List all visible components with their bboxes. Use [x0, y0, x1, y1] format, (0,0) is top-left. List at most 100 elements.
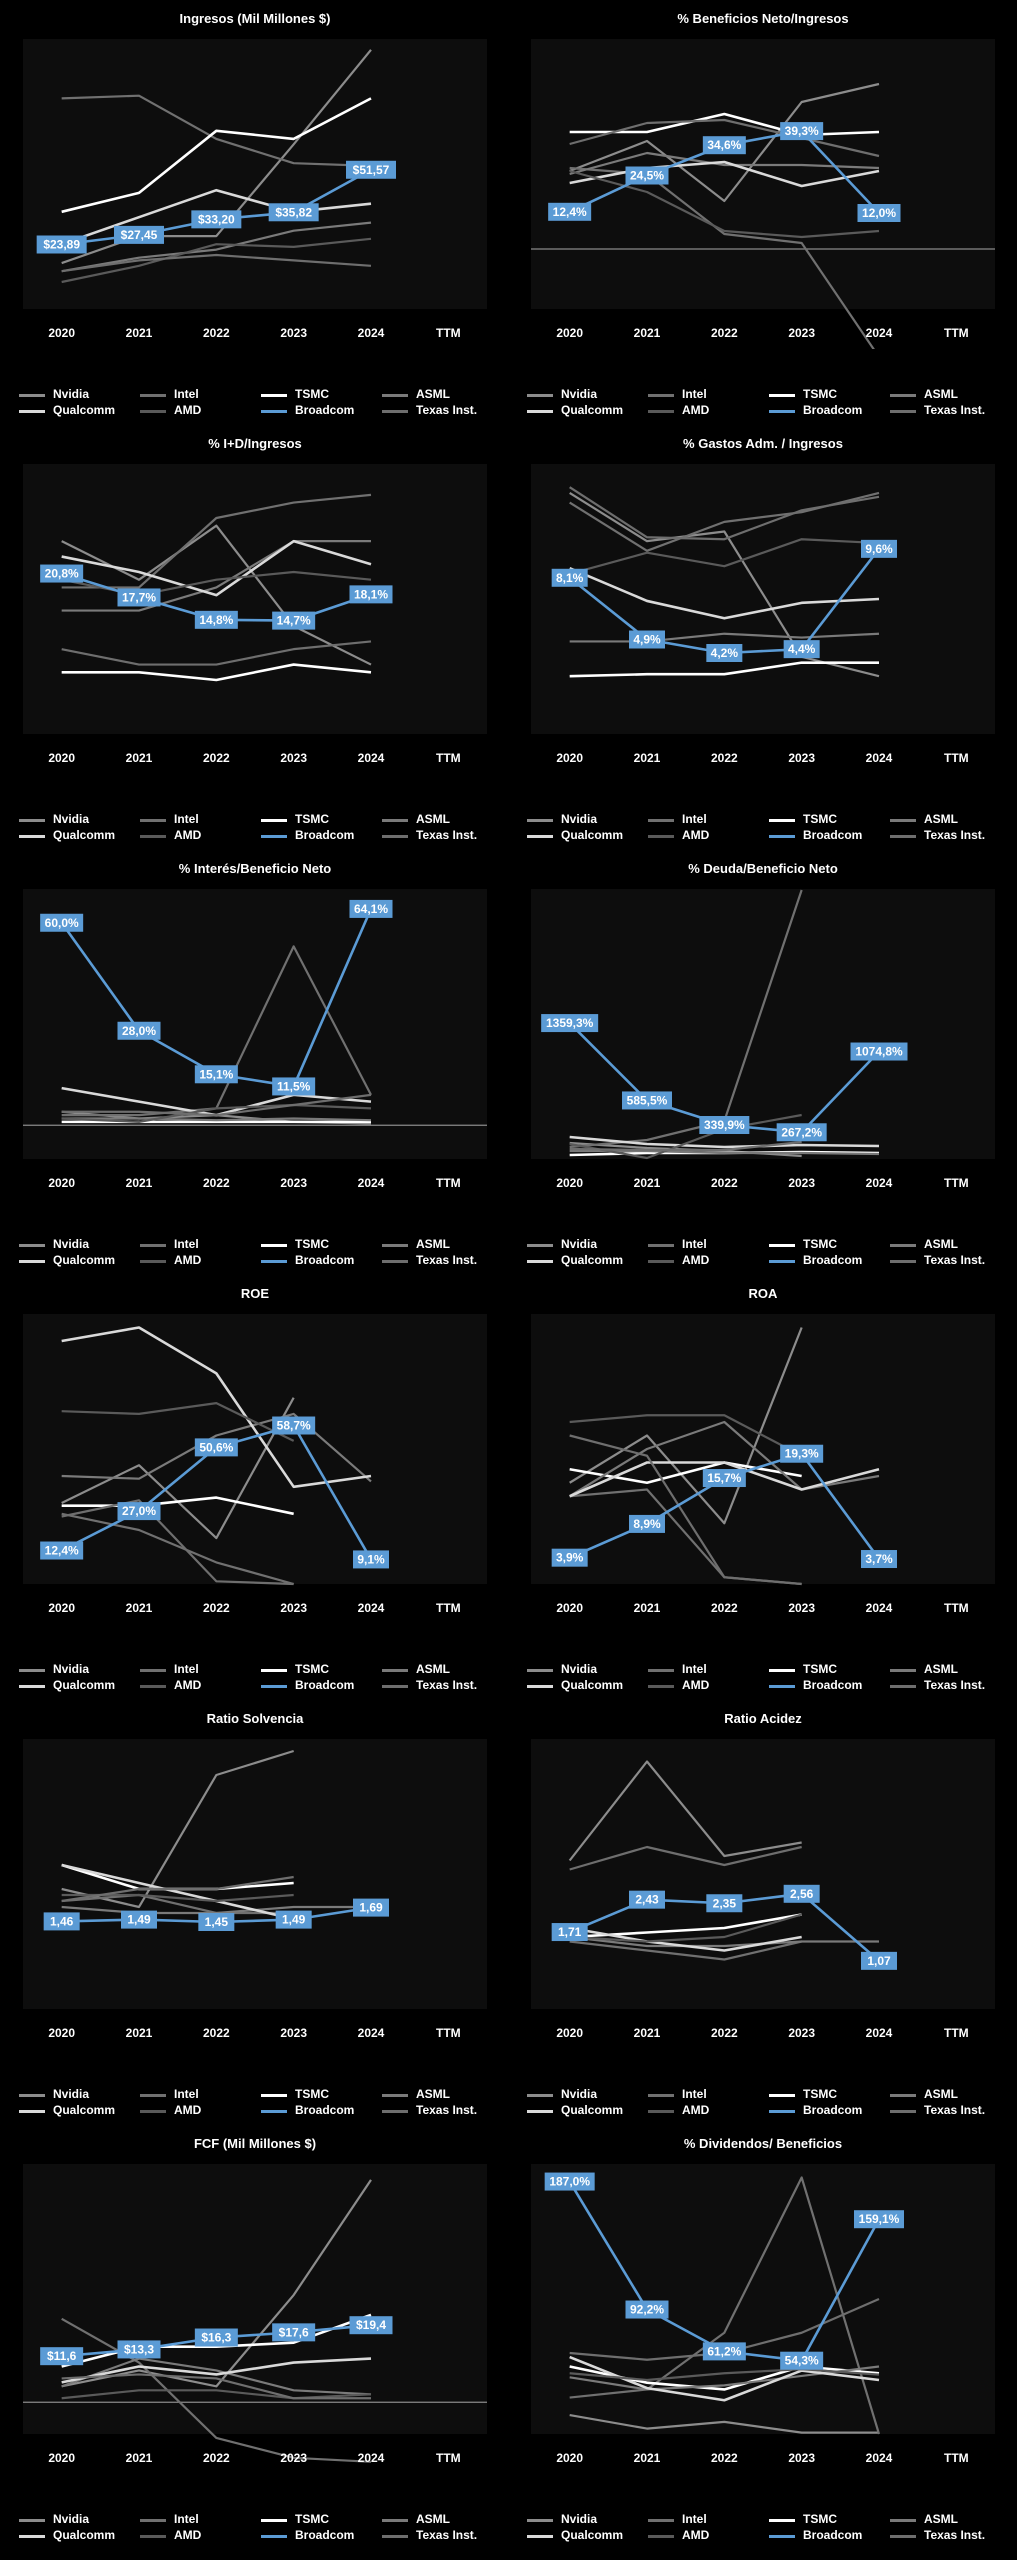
- chart-legend: Nvidia Intel TSMC ASML Qualcomm AMD Broadcom Te…: [523, 1237, 1009, 1269]
- legend-swatch: [648, 1685, 674, 1688]
- legend-swatch: [382, 819, 408, 822]
- data-label-text: 60,0%: [45, 916, 79, 930]
- data-label-text: 17,7%: [122, 590, 156, 604]
- legend-swatch: [19, 394, 45, 397]
- legend-label: AMD: [682, 2528, 710, 2542]
- series-line-intel: [61, 2317, 372, 2463]
- data-label-text: 20,8%: [45, 567, 79, 581]
- series-line-texas-inst: [61, 2373, 371, 2400]
- data-label: 1074,8%: [850, 1042, 908, 1061]
- series-line-nvidia: [568, 1760, 802, 1862]
- legend-swatch: [527, 394, 553, 397]
- data-label: 2,56: [783, 1884, 820, 1903]
- x-tick-label: 2023: [788, 1176, 815, 1190]
- data-label-box: [551, 1923, 588, 1942]
- data-label-text: $11,6: [47, 2349, 77, 2363]
- x-tick-label: 2021: [126, 2451, 153, 2465]
- legend-swatch: [769, 835, 795, 838]
- series-line-texas-inst: [61, 1093, 372, 1117]
- data-label-box: [622, 1091, 672, 1110]
- legend-label: TSMC: [803, 2087, 837, 2101]
- legend-item-asml: ASML: [378, 2512, 500, 2527]
- data-label-box: [850, 1042, 908, 1061]
- legend-label: Texas Inst.: [924, 2103, 986, 2117]
- legend-item-asml: ASML: [886, 387, 1008, 402]
- legend-label: AMD: [174, 2103, 202, 2117]
- series-line-asml: [61, 1412, 372, 1483]
- x-tick-label: 2024: [866, 2026, 893, 2040]
- data-label-text: $16,3: [201, 2331, 231, 2345]
- legend-swatch: [890, 1685, 916, 1688]
- data-label-box: [40, 2347, 84, 2366]
- data-label-text: 18,1%: [354, 587, 388, 601]
- data-label-text: $33,20: [198, 212, 235, 226]
- legend-item-texas-inst: Texas Inst.: [886, 1253, 1008, 1268]
- data-label: 2,43: [629, 1890, 665, 1909]
- x-tick-label: 2023: [280, 2451, 307, 2465]
- legend-swatch: [527, 2535, 553, 2538]
- data-label-text: 9,6%: [865, 542, 893, 556]
- data-label-text: 3,9%: [556, 1551, 584, 1565]
- chart-legend: Nvidia Intel TSMC ASML Qualcomm AMD Broadcom Te…: [523, 387, 1009, 419]
- data-label: 4,4%: [783, 640, 820, 659]
- data-label-text: 61,2%: [707, 2344, 741, 2358]
- legend-label: Qualcomm: [561, 828, 624, 842]
- chart-title: % Beneficios Neto/Ingresos: [677, 11, 849, 26]
- legend-label: Broadcom: [803, 828, 863, 842]
- legend-item-asml: ASML: [378, 812, 500, 827]
- series-line-asml: [569, 632, 880, 643]
- chart-title: Ingresos (Mil Millones $): [179, 11, 331, 26]
- series-line-tsmc: [61, 1496, 294, 1516]
- data-label: 19,3%: [780, 1444, 824, 1463]
- legend-swatch: [890, 410, 916, 413]
- x-tick-label: 2024: [358, 326, 385, 340]
- legend-swatch: [648, 1244, 674, 1247]
- legend-swatch: [382, 410, 408, 413]
- chart-title: % Interés/Beneficio Neto: [178, 861, 332, 876]
- data-label-box: [194, 1065, 238, 1084]
- legend-label: ASML: [924, 2087, 958, 2101]
- legend-swatch: [527, 2519, 553, 2522]
- plot-area: 8,1% 4,9% 4,2% 4,4% 9,6% 2020 2021 2022 2023 2024…: [531, 464, 995, 765]
- legend-label: AMD: [682, 403, 710, 417]
- legend-swatch: [527, 819, 553, 822]
- legend-item-tsmc: TSMC: [765, 2087, 887, 2102]
- data-label: 1,71: [551, 1923, 588, 1942]
- legend-item-tsmc: TSMC: [765, 2512, 887, 2527]
- legend-item-texas-inst: Texas Inst.: [378, 1253, 500, 1268]
- legend-label: TSMC: [295, 2512, 329, 2526]
- legend-swatch: [140, 2519, 166, 2522]
- legend-swatch: [890, 2535, 916, 2538]
- legend-item-tsmc: TSMC: [257, 387, 379, 402]
- legend-label: AMD: [682, 828, 710, 842]
- legend-label: ASML: [416, 1662, 450, 1676]
- legend-label: Nvidia: [53, 812, 90, 826]
- data-label-text: 12,4%: [45, 1544, 79, 1558]
- x-tick-label: TTM: [944, 326, 969, 340]
- data-label-box: [40, 913, 84, 932]
- x-tick-label: 2020: [48, 2451, 75, 2465]
- legend-item-amd: AMD: [136, 403, 258, 418]
- x-tick-label: 2022: [203, 1601, 230, 1615]
- legend-item-texas-inst: Texas Inst.: [886, 403, 1008, 418]
- legend-label: TSMC: [295, 1237, 329, 1251]
- data-label-box: [629, 630, 665, 649]
- data-label: 187,0%: [544, 2172, 595, 2191]
- data-label-text: 64,1%: [354, 902, 388, 916]
- legend-label: Broadcom: [295, 828, 355, 842]
- series-line-tsmc: [61, 663, 372, 682]
- legend-swatch: [261, 835, 287, 838]
- legend-item-intel: Intel: [644, 1662, 766, 1677]
- legend-label: Texas Inst.: [924, 403, 986, 417]
- series-line-asml: [61, 1117, 372, 1122]
- data-label: 14,8%: [194, 610, 238, 629]
- x-tick-label: 2020: [556, 1176, 583, 1190]
- series-line-intel: [569, 889, 803, 1149]
- x-tick-label: TTM: [436, 2451, 461, 2465]
- data-label: 585,5%: [622, 1091, 672, 1110]
- x-tick-label: 2024: [358, 751, 385, 765]
- x-tick-label: 2023: [280, 1176, 307, 1190]
- x-tick-label: TTM: [436, 1601, 461, 1615]
- legend-label: Nvidia: [53, 1237, 90, 1251]
- legend-item-qualcomm: Qualcomm: [15, 1678, 137, 1693]
